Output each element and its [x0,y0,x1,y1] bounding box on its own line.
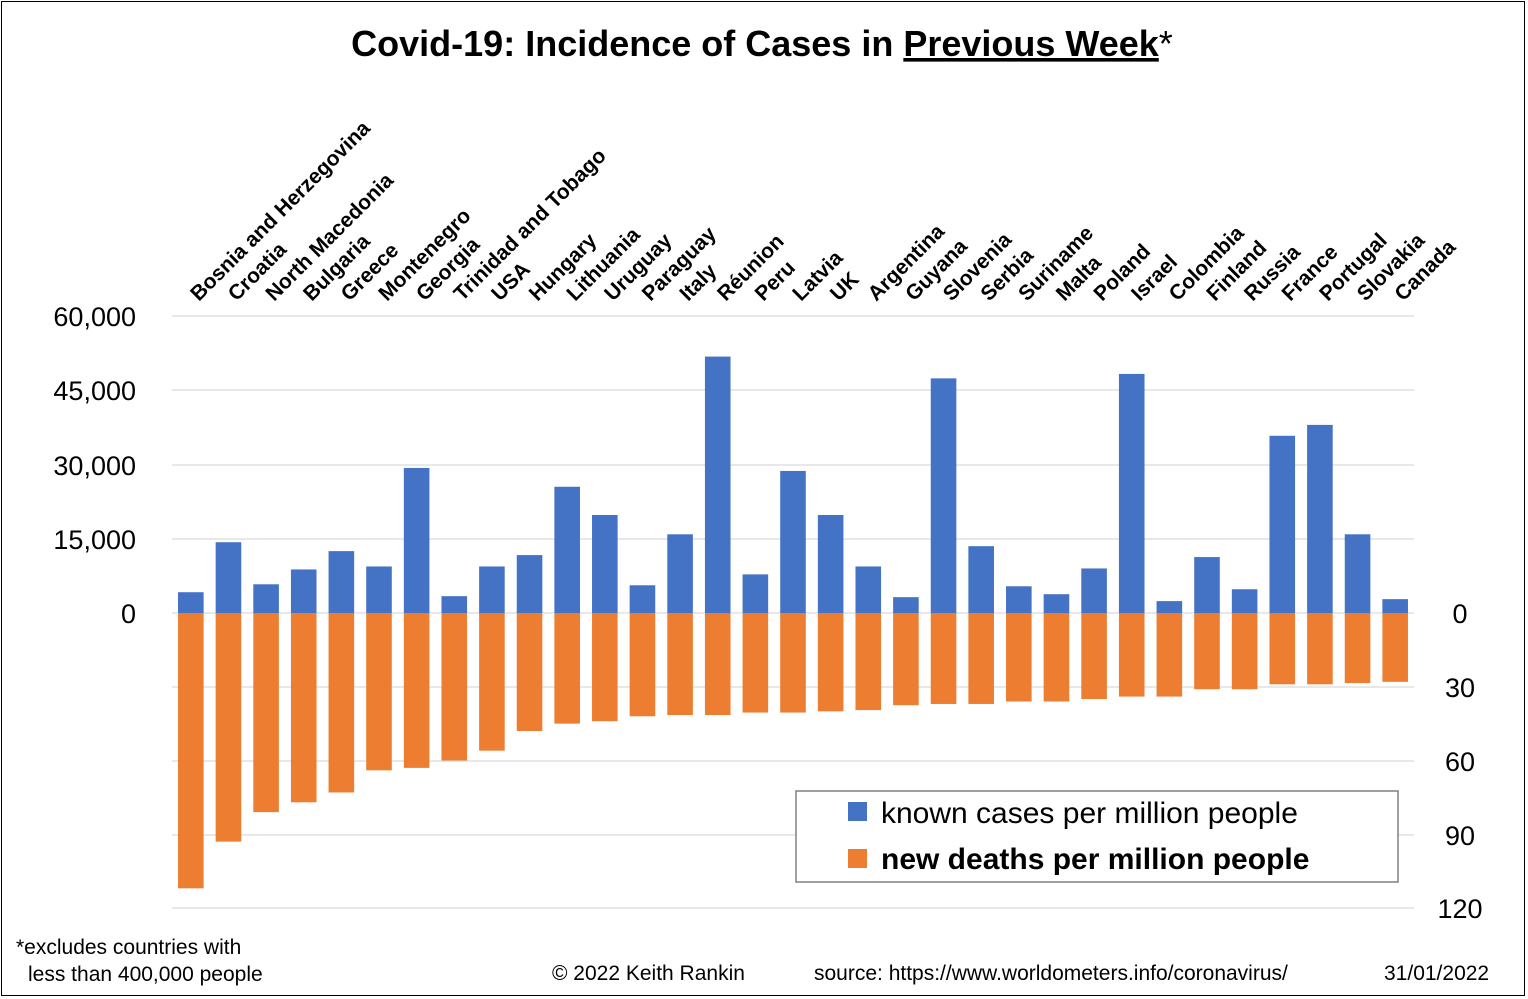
bar-deaths [930,613,957,704]
bar-deaths [780,613,806,713]
bar-cases [1194,557,1220,613]
bars [178,356,1408,889]
bar-cases [479,566,505,613]
bar-deaths [704,613,731,716]
bar-cases [968,546,994,613]
bar-deaths [855,613,882,711]
bar-cases [742,574,769,613]
right-axis-tick: 0 [1452,599,1467,629]
right-axis-tick: 30 [1445,673,1475,703]
title-prefix: Covid-19: Incidence of Cases in [351,23,903,64]
bar-cases [780,470,806,613]
legend-swatch-cases [848,802,867,821]
bar-cases [328,551,355,613]
bar-deaths [479,613,505,751]
legend-label-deaths: new deaths per million people [881,843,1309,876]
bar-deaths [1307,613,1333,685]
bar-cases [855,566,882,613]
bar-cases [930,378,957,613]
bar-cases [1382,599,1408,613]
bar-deaths [1081,613,1107,700]
bar-cases [403,467,430,613]
bar-cases [1118,373,1145,613]
bar-deaths [1156,613,1183,697]
bar-deaths [328,613,355,793]
footnote-line-2: less than 400,000 people [28,963,263,986]
bar-deaths [1006,613,1032,702]
bar-cases [253,584,279,613]
bar-cases [366,566,392,613]
legend: known cases per million people new death… [795,790,1399,883]
bar-cases [554,486,580,613]
bar-cases [215,542,242,613]
bar-deaths [817,613,844,712]
right-axis-tick: 60 [1445,747,1475,777]
bar-deaths [253,613,279,813]
bar-deaths [893,613,919,706]
bar-deaths [403,613,430,768]
bar-cases [629,585,656,613]
bar-deaths [366,613,392,771]
bar-deaths [215,613,242,842]
title-asterisk: * [1159,23,1173,64]
bar-deaths [290,613,317,803]
bar-deaths [1118,613,1145,697]
bar-deaths [1344,613,1371,684]
bar-cases [1269,435,1296,613]
bar-deaths [1269,613,1296,685]
bar-cases [1006,586,1032,613]
bar-deaths [592,613,618,722]
legend-box [795,790,1399,883]
bar-deaths [178,613,204,889]
bar-deaths [1382,613,1408,682]
left-axis-tick: 60,000 [53,302,136,332]
bar-cases [1231,589,1258,613]
axis-ticks: 60,000 45,000 30,000 15,000 0 0 30 60 90 120 [53,302,1482,924]
legend-swatch-deaths [848,849,867,868]
left-axis-tick: 0 [121,599,136,629]
bar-cases [290,569,317,613]
bar-deaths [1043,613,1070,702]
bar-cases [1043,594,1070,613]
bar-deaths [554,613,580,724]
left-axis-tick: 15,000 [53,525,136,555]
bar-deaths [1231,613,1258,690]
bar-cases [893,597,919,613]
bar-cases [178,592,204,613]
chart-title: Covid-19: Incidence of Cases in Previous… [351,23,1173,64]
footnote-line-1: *excludes countries with [16,936,241,959]
left-axis-tick: 45,000 [53,376,136,406]
bar-cases [592,514,618,613]
title-underlined: Previous Week [903,23,1159,64]
bar-cases [1081,568,1107,613]
right-axis-tick: 120 [1437,894,1482,924]
bar-cases [704,356,731,613]
bar-deaths [968,613,994,704]
left-axis-tick: 30,000 [53,451,136,481]
credit-copyright: © 2022 Keith Rankin [552,962,745,985]
bar-deaths [441,613,468,761]
credit-source: source: https://www.worldometers.info/co… [814,962,1288,985]
bar-cases [667,534,693,613]
bar-cases [1307,424,1333,613]
bar-deaths [516,613,543,731]
bar-cases [441,596,468,613]
right-axis-tick: 90 [1445,821,1475,851]
bar-deaths [1194,613,1220,690]
bar-deaths [742,613,769,713]
bar-cases [516,555,543,613]
bar-cases [1344,534,1371,613]
credit-date: 31/01/2022 [1384,962,1489,985]
legend-label-cases: known cases per million people [881,797,1298,830]
bar-deaths [629,613,656,717]
bar-deaths [667,613,693,716]
bar-cases [817,514,844,613]
bar-cases [1156,601,1183,613]
